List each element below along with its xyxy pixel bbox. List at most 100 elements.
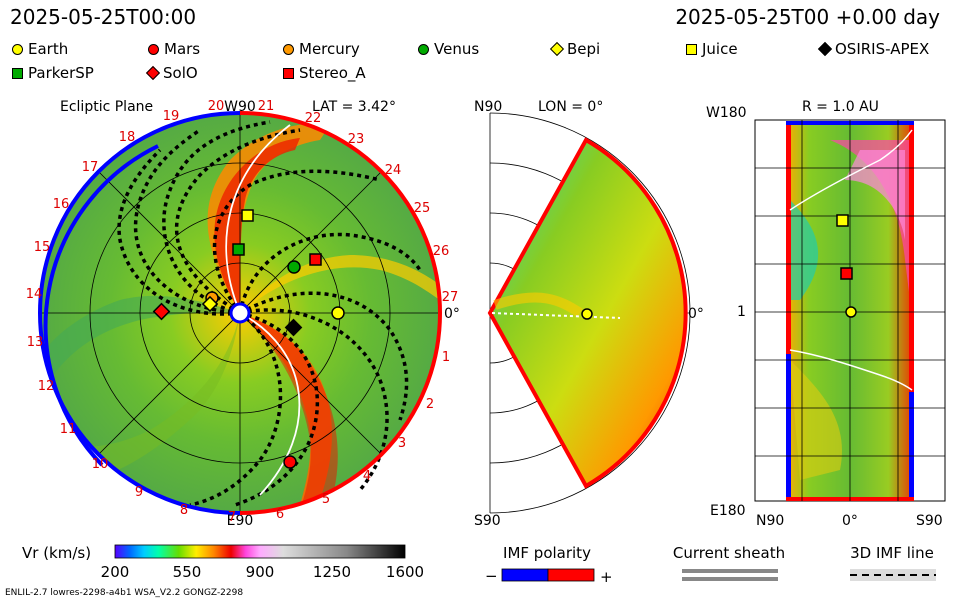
parkersp-marker-icon: [12, 67, 23, 79]
legend-label: Mars: [164, 40, 201, 58]
meridional-slow-wind-band: [493, 292, 583, 318]
carrington-label: 1: [442, 350, 450, 365]
legend-label: Mercury: [299, 40, 360, 58]
map-earth-marker: [845, 306, 857, 318]
carrington-label: 11: [60, 422, 77, 437]
ecliptic-current-sheet-north: [225, 124, 291, 314]
legend-label: SolO: [163, 64, 198, 82]
imf-polarity-positive-swatch: [547, 568, 595, 582]
ecliptic-bottom-label: E90: [227, 513, 254, 529]
imf-polarity-plus: +: [600, 568, 613, 586]
meridional-right-label: 0°: [688, 306, 704, 322]
carrington-label: 13: [27, 335, 44, 350]
carrington-label: 16: [53, 197, 70, 212]
carrington-label: 14: [26, 287, 43, 302]
legend-label: Venus: [434, 40, 480, 58]
mars-marker-icon: [148, 43, 159, 55]
colorbar-tick: 550: [173, 563, 202, 581]
osiris-apex-marker: [284, 318, 303, 337]
map-bottom-mid: 0°: [842, 513, 858, 529]
carrington-label: 7: [228, 510, 236, 525]
carrington-label: 15: [34, 240, 51, 255]
carrington-label: 24: [385, 163, 402, 178]
carrington-label: 2: [426, 397, 434, 412]
map-left-top: W180: [706, 105, 747, 121]
legend-item-bepi: Bepi: [549, 40, 601, 58]
colorbar-tick: 1600: [386, 563, 424, 581]
legend-label: Juice: [702, 40, 738, 58]
current-sheath-swatch-2: [682, 577, 778, 581]
ecliptic-top-label: W90: [224, 99, 256, 115]
colorbar-tick: 900: [246, 563, 275, 581]
carrington-label: 19: [163, 109, 180, 124]
legend-item-earth: Earth: [12, 40, 68, 58]
carrington-label: 21: [258, 99, 275, 114]
legend-label: Stereo_A: [299, 64, 366, 82]
legend-item-solo: SolO: [145, 64, 198, 82]
stereo-a-marker-icon: [283, 67, 294, 79]
colorbar-tick: 1250: [313, 563, 351, 581]
imf-polarity-label: IMF polarity: [503, 544, 591, 562]
velocity-colorbar: [114, 544, 406, 559]
map-stereo-a-marker: [840, 267, 853, 280]
ecliptic-carrington-labels: 1 2 3 4 5 6 7 8 9 10 11 12 13 14 15 16 1…: [26, 99, 459, 525]
current-sheath-label: Current sheath: [673, 544, 785, 562]
legend-item-mercury: Mercury: [283, 40, 360, 58]
legend-item-mars: Mars: [148, 40, 200, 58]
meridional-bottom-label: S90: [474, 513, 501, 529]
carrington-label: 8: [180, 503, 188, 518]
ecliptic-polarity-rim-negative-2: [43, 144, 159, 467]
ecliptic-title: Ecliptic Plane: [60, 99, 153, 115]
carrington-label: 25: [414, 201, 431, 216]
map-left-mid: 1: [737, 304, 746, 320]
map-left-bottom: E180: [710, 503, 746, 519]
legend-item-parkersp: ParkerSP: [12, 64, 94, 82]
legend-label: ParkerSP: [28, 64, 94, 82]
stereo-a-marker: [309, 253, 322, 266]
carrington-label: 20: [208, 99, 225, 114]
legend-label: Earth: [28, 40, 69, 58]
map-current-sheet-upper: [789, 129, 913, 211]
imf-polarity-minus: −: [485, 567, 498, 585]
legend-item-juice: Juice: [686, 40, 738, 58]
parkersp-marker: [232, 243, 245, 256]
header-datetime-right: 2025-05-25T00 +0.00 day: [675, 5, 940, 29]
legend-label: OSIRIS-APEX: [835, 40, 930, 58]
legend-item-osiris-apex: OSIRIS-APEX: [817, 40, 930, 58]
carrington-label: 26: [433, 244, 450, 259]
legend-label: Bepi: [567, 40, 601, 58]
carrington-label: 23: [348, 132, 365, 147]
bepi-marker: [201, 295, 219, 313]
colorbar-ticks: 200 550 900 1250 1600: [101, 563, 424, 581]
ecliptic-polarity-rim-negative: [38, 111, 241, 515]
colorbar-label: Vr (km/s): [22, 544, 91, 562]
carrington-label: 3: [398, 436, 406, 451]
ecliptic-right-label: 0°: [444, 306, 460, 322]
map-bodies: [836, 214, 857, 318]
ecliptic-bodies: [152, 209, 345, 469]
carrington-label: 12: [38, 379, 55, 394]
meridional-earth-marker: [581, 308, 593, 320]
map-bottom-left: N90: [756, 513, 784, 529]
venus-marker-icon: [418, 43, 429, 55]
earth-marker: [331, 306, 345, 320]
venus-marker: [287, 260, 301, 274]
footer-model-info: ENLIL-2.7 lowres-2298-a4b1 WSA_V2.2 GONG…: [5, 588, 243, 598]
carrington-label: 9: [135, 485, 143, 500]
carrington-label: 6: [276, 507, 284, 522]
mars-marker: [283, 455, 297, 469]
ecliptic-lat-label: LAT = 3.42°: [312, 99, 396, 115]
map-bottom-right: S90: [916, 513, 943, 529]
carrington-label: 10: [92, 457, 109, 472]
carrington-label: 18: [119, 130, 136, 145]
carrington-label: 17: [82, 160, 99, 175]
ecliptic-polarity-rim-positive: [239, 111, 442, 515]
ecliptic-imf-lines: [117, 120, 422, 507]
map-current-sheet-lower: [789, 349, 913, 391]
earth-marker-icon: [12, 43, 23, 55]
ecliptic-inner-boundary: [229, 302, 251, 324]
legend-item-stereo-a: Stereo_A: [283, 64, 366, 82]
current-sheath-swatch-1: [682, 569, 778, 573]
carrington-label: 22: [305, 111, 322, 126]
